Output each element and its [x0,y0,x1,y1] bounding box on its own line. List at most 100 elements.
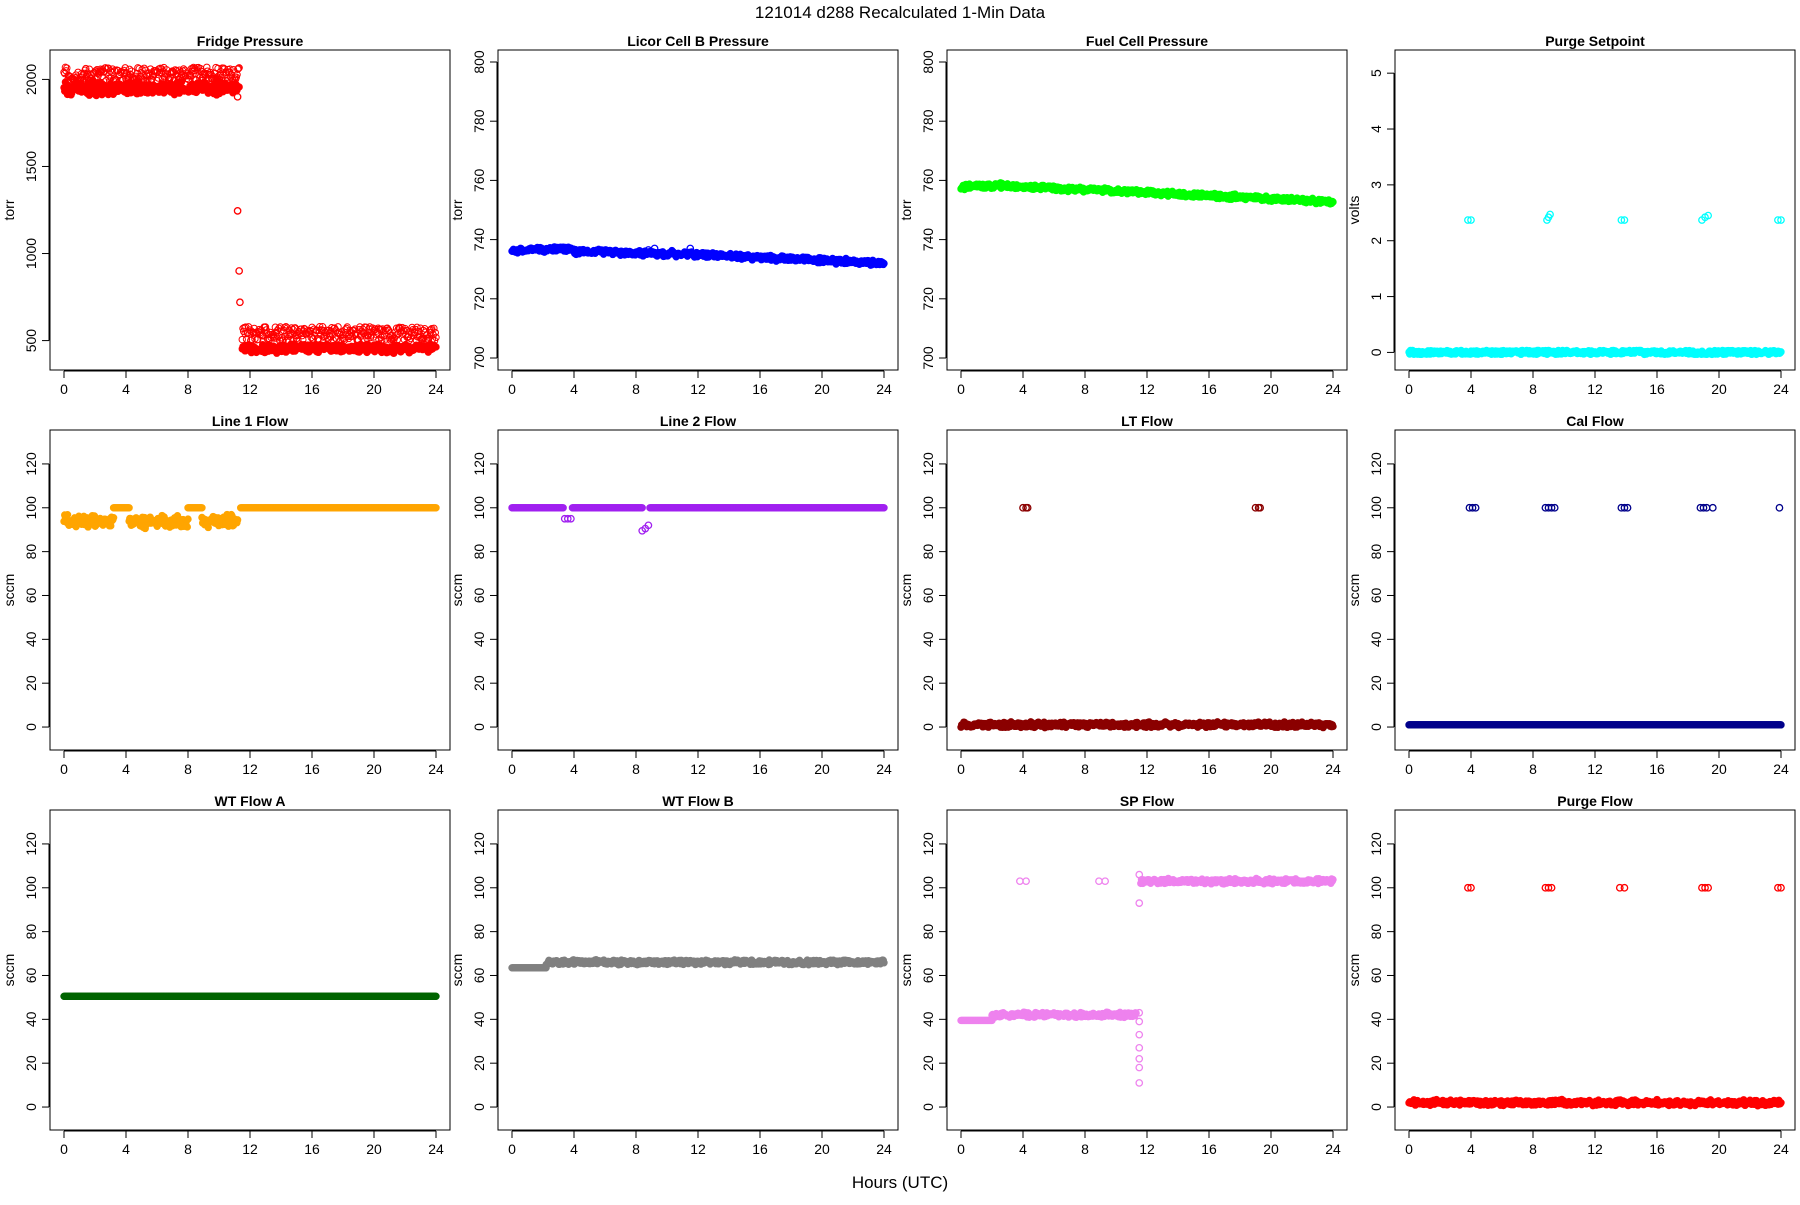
x-tick-label: 12 [242,761,258,777]
x-tick-label: 0 [508,761,516,777]
x-tick-label: 12 [690,381,706,397]
panel-title: Purge Setpoint [1545,33,1645,49]
y-tick-label: 740 [471,228,487,252]
x-tick-label: 0 [1405,381,1413,397]
y-tick-label: 100 [1368,496,1384,520]
y-axis-label: volts [1346,196,1362,225]
series-segment-2 [126,512,191,531]
y-tick-label: 1000 [23,238,39,269]
plot-frame [50,50,450,370]
y-tick-label: 720 [920,287,936,311]
data-point [1330,199,1336,205]
series-segment-1 [569,505,645,511]
x-tick-label: 24 [1325,761,1341,777]
data-point [433,344,439,350]
y-tick-label: 700 [471,346,487,370]
y-tick-label: 120 [471,452,487,476]
y-tick-label: 700 [920,346,936,370]
y-axis-label: sccm [1,574,17,607]
y-tick-label: 1 [1368,292,1384,300]
y-tick-label: 720 [471,287,487,311]
x-tick-label: 8 [1529,381,1537,397]
data-point [639,505,645,511]
x-tick-label: 8 [1081,381,1089,397]
x-tick-label: 16 [1201,381,1217,397]
x-tick-label: 12 [690,761,706,777]
series-segment-5 [238,505,440,511]
y-tick-label: 120 [1368,452,1384,476]
data-point [64,512,70,518]
y-tick-label: 780 [920,109,936,133]
y-tick-label: 780 [471,109,487,133]
plot-frame [947,50,1347,370]
y-tick-label: 100 [471,496,487,520]
x-tick-label: 16 [304,381,320,397]
data-point [236,268,242,274]
y-tick-label: 60 [920,587,936,603]
x-tick-label: 20 [1263,761,1279,777]
panel-title: Line 1 Flow [212,413,288,429]
x-tick-label: 12 [1139,381,1155,397]
x-tick-label: 24 [428,381,444,397]
data-point [199,505,205,511]
y-tick-label: 40 [1368,631,1384,647]
x-tick-label: 0 [1405,761,1413,777]
x-tick-label: 8 [632,381,640,397]
x-tick-label: 8 [184,381,192,397]
x-tick-label: 20 [366,381,382,397]
x-tick-label: 4 [1467,761,1475,777]
y-tick-label: 40 [920,631,936,647]
x-tick-label: 20 [814,381,830,397]
x-tick-label: 8 [632,761,640,777]
y-tick-label: 0 [23,723,39,731]
y-axis-label: torr [1,199,17,220]
x-tick-label: 20 [814,761,830,777]
data-point [110,514,116,520]
y-tick-label: 0 [1368,348,1384,356]
data-point [1778,349,1784,355]
x-tick-label: 20 [1263,381,1279,397]
series-segment-3 [185,505,205,511]
series-segment-0 [958,180,1011,193]
x-tick-label: 16 [752,761,768,777]
y-tick-label: 5 [1368,69,1384,77]
panel-title: Line 2 Flow [660,413,736,429]
x-tick-label: 16 [1649,761,1665,777]
x-tick-label: 24 [428,761,444,777]
x-tick-label: 16 [304,761,320,777]
y-tick-label: 0 [471,723,487,731]
y-tick-label: 40 [471,631,487,647]
x-tick-label: 4 [122,381,130,397]
data-point [184,524,190,530]
series-segment-2 [695,249,887,268]
x-tick-label: 8 [184,761,192,777]
data-point [237,299,243,305]
series-segment-0 [1406,722,1784,728]
plot-frame [50,430,450,750]
main-title: 121014 d288 Recalculated 1-Min Data [755,3,1046,22]
y-tick-label: 740 [920,228,936,252]
y-tick-label: 4 [1368,125,1384,133]
x-tick-label: 0 [508,381,516,397]
x-tick-label: 0 [957,761,965,777]
x-tick-label: 16 [752,381,768,397]
series-segment-0 [1406,347,1784,357]
data-point [1330,723,1336,729]
panel-title: Licor Cell B Pressure [627,33,769,49]
y-axis-label: sccm [898,574,914,607]
y-tick-label: 40 [23,631,39,647]
y-axis-label: sccm [1346,574,1362,607]
y-tick-label: 20 [23,675,39,691]
panel-title: Cal Flow [1566,413,1624,429]
y-tick-label: 20 [920,675,936,691]
x-tick-label: 24 [1325,381,1341,397]
data-point [234,517,240,523]
y-tick-label: 3 [1368,181,1384,189]
